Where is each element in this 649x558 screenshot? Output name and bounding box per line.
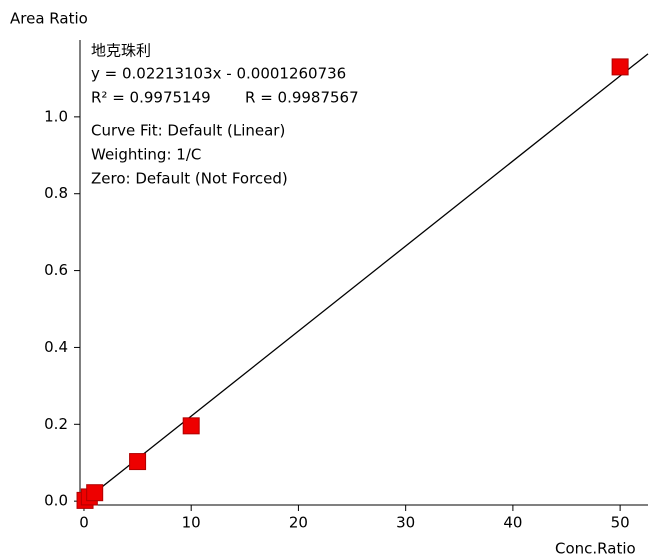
annotation: 地克珠利 <box>91 42 151 60</box>
x-tick-label: 10 <box>182 514 201 532</box>
annotation: R² = 0.9975149 <box>91 89 211 107</box>
annotation: R = 0.9987567 <box>245 89 359 107</box>
data-point <box>182 417 200 435</box>
x-tick-label: 20 <box>289 514 308 532</box>
data-point <box>129 453 147 471</box>
fit-info: Curve Fit: Default (Linear) <box>91 122 285 140</box>
x-tick-label: 40 <box>503 514 522 532</box>
data-point <box>86 484 104 502</box>
x-tick-label: 0 <box>79 514 89 532</box>
y-axis-label: Area Ratio <box>10 10 88 28</box>
y-tick-label: 0.8 <box>44 184 68 202</box>
x-axis-label: Conc.Ratio <box>555 540 636 558</box>
y-tick-label: 0.6 <box>44 261 68 279</box>
fit-info: Zero: Default (Not Forced) <box>91 170 288 188</box>
annotation: y = 0.02213103x - 0.0001260736 <box>91 65 346 83</box>
y-tick-label: 0.4 <box>44 338 68 356</box>
fit-line <box>83 53 649 502</box>
y-tick-label: 1.0 <box>44 107 68 125</box>
y-tick-label: 0.2 <box>44 415 68 433</box>
fit-info: Weighting: 1/C <box>91 146 201 164</box>
y-tick-label: 0.0 <box>44 492 68 510</box>
data-point <box>611 58 629 76</box>
x-tick-label: 30 <box>396 514 415 532</box>
x-tick-label: 50 <box>611 514 630 532</box>
